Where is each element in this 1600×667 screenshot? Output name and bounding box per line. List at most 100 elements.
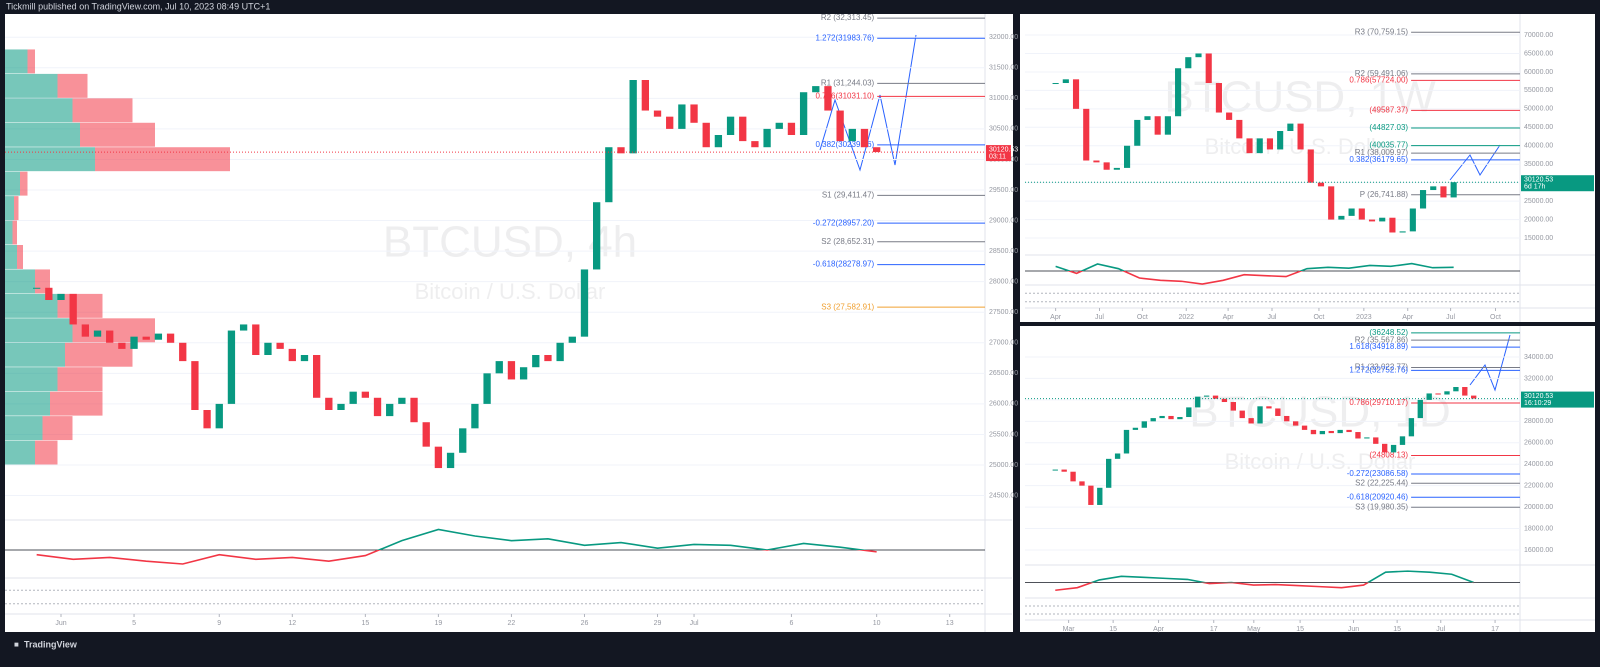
level-label: R2 (32,313.45) bbox=[821, 13, 875, 22]
candle bbox=[1246, 138, 1253, 154]
profile-buy bbox=[5, 171, 20, 196]
candle bbox=[410, 397, 418, 423]
bar-countdown: 16:10:29 bbox=[1524, 400, 1551, 407]
candle bbox=[532, 355, 540, 368]
x-tick-label: Jun bbox=[1348, 626, 1359, 633]
candle bbox=[276, 342, 284, 349]
profile-sell bbox=[65, 342, 133, 367]
x-tick-label: Jul bbox=[690, 620, 699, 627]
candle bbox=[1450, 182, 1457, 198]
candle bbox=[1106, 458, 1112, 488]
x-tick-label: 15 bbox=[1109, 626, 1117, 633]
profile-buy bbox=[5, 49, 28, 74]
candle bbox=[1203, 395, 1210, 397]
candle bbox=[227, 330, 236, 404]
candle bbox=[349, 391, 357, 404]
profile-sell bbox=[57, 293, 103, 318]
candle bbox=[678, 104, 686, 129]
x-tick-label: Jun bbox=[55, 620, 66, 627]
profile-sell bbox=[12, 220, 17, 245]
candle bbox=[1382, 443, 1388, 453]
level-label: -0.272(23086.58) bbox=[1347, 469, 1409, 478]
candle bbox=[1408, 418, 1415, 437]
level-label: 0.786(57724.00) bbox=[1349, 75, 1408, 84]
x-tick-label: Apr bbox=[1153, 626, 1165, 633]
candle bbox=[1287, 123, 1294, 131]
candle bbox=[93, 330, 102, 337]
y-tick-label: 65000.00 bbox=[1524, 50, 1553, 57]
candle bbox=[1348, 208, 1355, 216]
candle bbox=[605, 147, 613, 203]
y-tick-label: 26500.00 bbox=[989, 370, 1018, 377]
candle bbox=[264, 342, 272, 355]
x-tick-label: 26 bbox=[581, 620, 589, 627]
candle bbox=[1266, 406, 1272, 409]
candle bbox=[519, 367, 528, 380]
candle bbox=[1134, 119, 1141, 146]
candle bbox=[1177, 417, 1183, 420]
candle bbox=[33, 287, 41, 289]
level-label: 0.786(31031.10) bbox=[815, 92, 874, 101]
candle bbox=[1061, 469, 1067, 472]
x-tick-label: 22 bbox=[508, 620, 516, 627]
level-label: 0.786(29710.17) bbox=[1349, 398, 1408, 407]
candle bbox=[1430, 186, 1437, 191]
candle bbox=[593, 202, 601, 270]
candle bbox=[751, 141, 759, 148]
candle bbox=[1310, 429, 1317, 435]
candle bbox=[1257, 406, 1263, 424]
candle bbox=[252, 324, 260, 355]
candle bbox=[1159, 415, 1165, 419]
y-tick-label: 28500.00 bbox=[989, 248, 1018, 255]
bar-countdown: 6d 17h bbox=[1524, 184, 1546, 191]
y-tick-label: 15000.00 bbox=[1524, 235, 1553, 242]
profile-buy bbox=[5, 245, 17, 269]
candle bbox=[1215, 83, 1222, 113]
candle bbox=[1275, 408, 1281, 416]
candle bbox=[1072, 79, 1080, 109]
candle bbox=[118, 342, 126, 349]
candle bbox=[641, 80, 649, 111]
last-price-tag bbox=[1521, 175, 1594, 192]
level-label: P (26,741.88) bbox=[1360, 190, 1409, 199]
y-tick-label: 35000.00 bbox=[1524, 161, 1553, 168]
level-label: S3 (27,582.91) bbox=[821, 302, 874, 311]
candle bbox=[1444, 391, 1450, 395]
candle bbox=[239, 324, 248, 331]
y-tick-label: 25500.00 bbox=[989, 431, 1018, 438]
y-tick-label: 55000.00 bbox=[1524, 87, 1553, 94]
candle bbox=[386, 403, 394, 417]
candle bbox=[836, 110, 844, 142]
candle bbox=[1052, 469, 1058, 471]
candle bbox=[1083, 108, 1090, 161]
level-label: R2 (35,567.86) bbox=[1355, 335, 1409, 344]
projection-path bbox=[819, 34, 917, 172]
candle bbox=[1205, 53, 1212, 84]
level-label: -0.272(28957.20) bbox=[813, 218, 875, 227]
candle bbox=[57, 293, 65, 300]
y-tick-label: 28000.00 bbox=[989, 279, 1018, 286]
y-tick-label: 26000.00 bbox=[989, 401, 1018, 408]
rsi-line bbox=[36, 528, 877, 565]
y-tick-label: 50000.00 bbox=[1524, 106, 1553, 113]
candle bbox=[507, 361, 516, 380]
candle bbox=[1093, 160, 1100, 163]
candle bbox=[1154, 116, 1161, 135]
candle bbox=[1379, 217, 1386, 222]
candle bbox=[1471, 395, 1477, 399]
x-tick-label: Jul bbox=[1436, 626, 1445, 633]
candle bbox=[1358, 208, 1365, 220]
candle bbox=[1284, 415, 1290, 422]
profile-sell bbox=[57, 73, 88, 98]
candle bbox=[1141, 421, 1147, 428]
candle bbox=[1132, 427, 1139, 430]
candle bbox=[580, 269, 589, 337]
x-tick-label: Apr bbox=[1050, 314, 1062, 321]
watermark-description: Bitcoin / U.S. Dollar bbox=[1225, 449, 1416, 474]
candle bbox=[1150, 418, 1156, 422]
candle bbox=[1453, 387, 1459, 392]
candle bbox=[787, 122, 796, 135]
x-tick-label: 15 bbox=[1393, 626, 1401, 633]
